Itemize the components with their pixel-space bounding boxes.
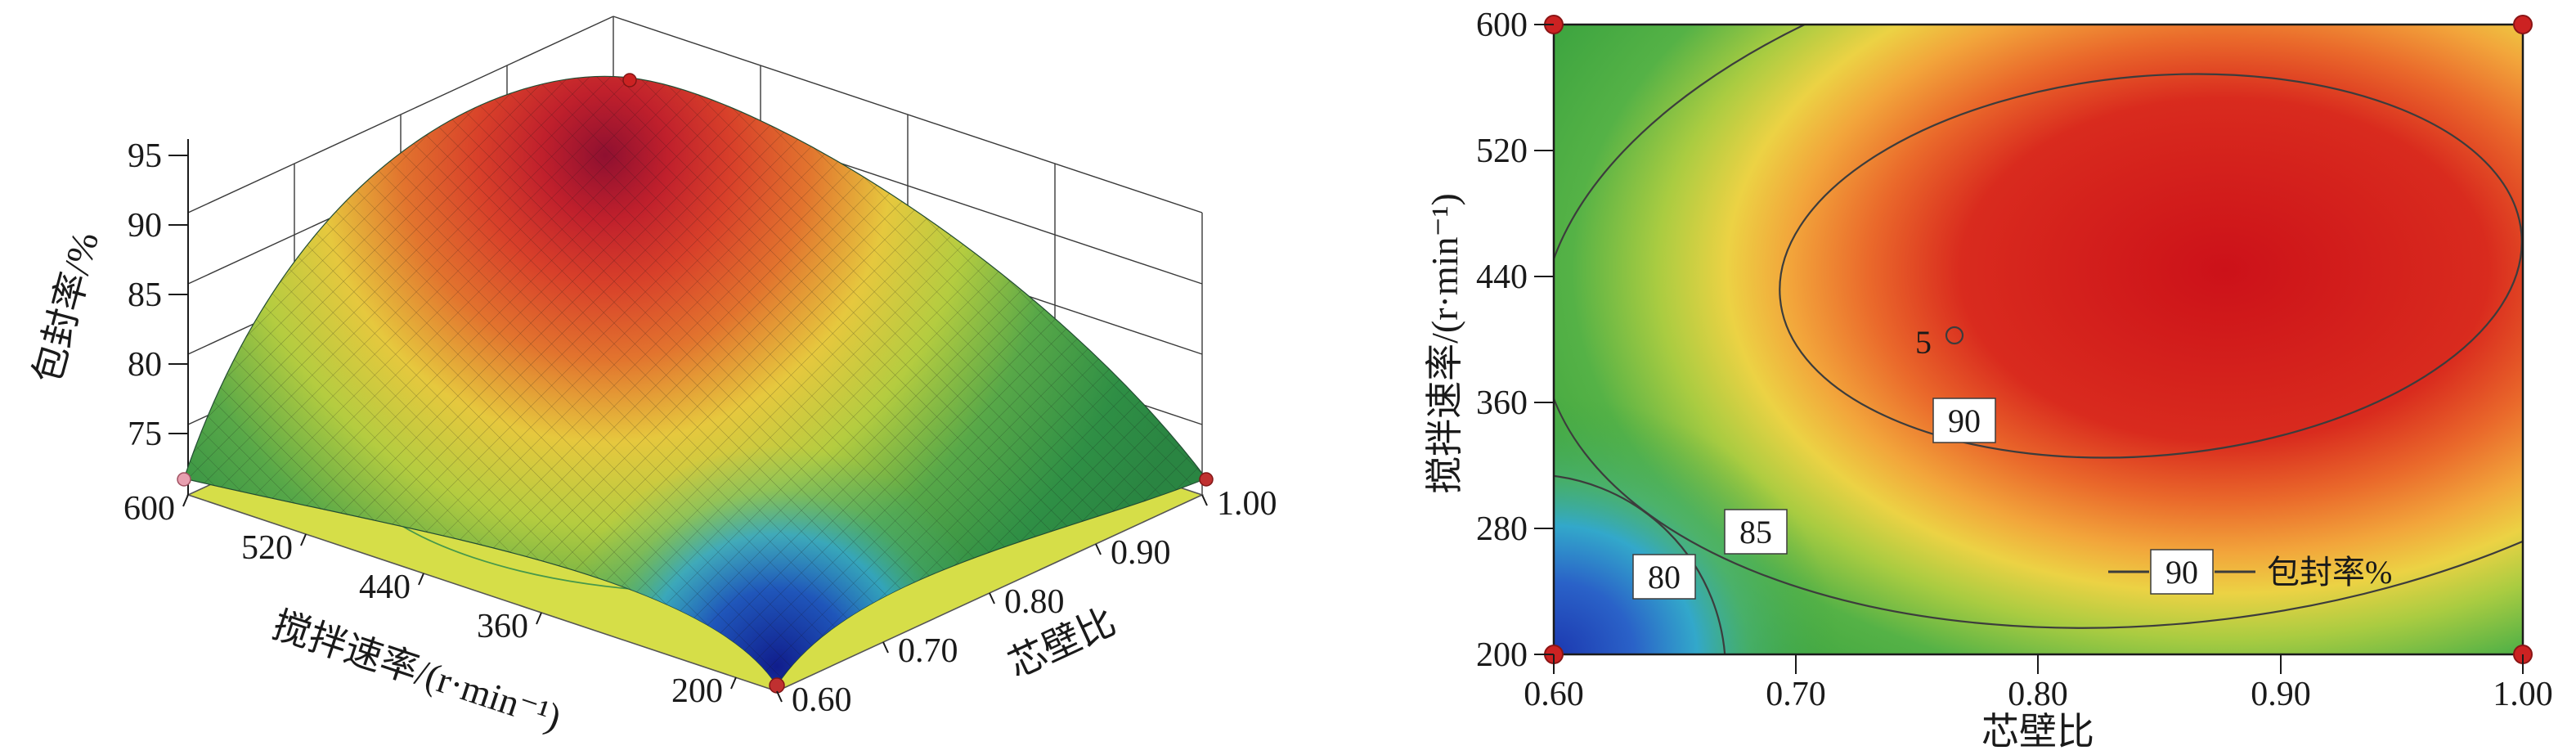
y-tick-label: 440	[359, 568, 411, 606]
contour-x-tick-label: 1.00	[2493, 676, 2553, 713]
contour-x-axis-title: 芯壁比	[1981, 711, 2094, 753]
surface-mesh-overlay	[184, 76, 1206, 685]
contour-y-tick-label: 520	[1476, 133, 1528, 170]
z-tick-label: 90	[128, 207, 162, 245]
contour-label-80: 80	[1648, 559, 1681, 595]
contour-label-box-90	[1932, 398, 1996, 443]
z-tick-label: 85	[128, 276, 162, 314]
contour-y-tick-label: 200	[1476, 636, 1528, 674]
contour-y-tick-label: 360	[1476, 384, 1528, 422]
x-tick-label: 0.70	[898, 632, 958, 670]
design-point-marker-left	[177, 472, 191, 487]
contour-legend: 90 包封率%	[2108, 549, 2392, 595]
design-point-marker-front	[769, 677, 785, 694]
contour-y-tick-label: 600	[1476, 7, 1528, 44]
contour-line-95-marker	[1945, 326, 1964, 345]
contour-x-tick-label: 0.60	[1524, 676, 1584, 713]
legend-label: 包封率%	[2267, 554, 2392, 591]
y-tick-label: 360	[477, 608, 528, 645]
contour-cold-corner	[1554, 25, 2523, 654]
contour-x-tick-label: 0.90	[2251, 676, 2311, 713]
contour-x-ticks	[1553, 654, 2524, 674]
design-point-marker-peak	[622, 73, 637, 88]
contour-x-tick-label: 0.80	[2008, 676, 2068, 713]
y-axis-ticks	[182, 494, 737, 690]
contour-y-tick-label: 440	[1476, 258, 1528, 296]
surface-panel: 95 90 85 80 75 包封率/% 600 520 440 360 200…	[26, 16, 1277, 739]
contour-line-85	[1554, 25, 2523, 629]
x-tick-label: 0.80	[1004, 583, 1065, 621]
corner-marker-top-right	[2513, 15, 2533, 34]
x-tick-label: 0.60	[792, 681, 852, 719]
contour-field	[1554, 25, 2523, 654]
contour-y-axis-title: 搅拌速率/(r·min⁻¹)	[1424, 193, 1465, 494]
contour-y-ticks	[1534, 24, 1554, 655]
legend-level: 90	[2165, 554, 2198, 591]
x-tick-label: 0.90	[1111, 534, 1171, 572]
legend-level-box	[2150, 549, 2214, 595]
y-tick-label: 600	[123, 490, 175, 528]
y-tick-label: 520	[241, 529, 293, 567]
contour-y-tick-label: 280	[1476, 510, 1528, 548]
z-tick-label: 80	[128, 346, 162, 384]
contour-label-85: 85	[1739, 514, 1772, 551]
x-tick-label: 1.00	[1217, 485, 1277, 523]
contour-x-tick-label: 0.70	[1766, 676, 1826, 713]
z-axis	[168, 139, 189, 495]
contour-panel: 80 85 90 5 90 包封率% 600 520 440 360 280 2…	[1424, 7, 2553, 753]
contour-label-box-80	[1632, 554, 1696, 600]
center-annotation-text: 5	[1915, 324, 1932, 361]
z-axis-title: 包封率/%	[26, 227, 106, 388]
design-point-marker-right	[1199, 472, 1214, 487]
contour-label-90: 90	[1948, 402, 1981, 439]
z-tick-label: 95	[128, 137, 162, 175]
contour-line-90	[1779, 73, 2523, 459]
contour-label-box-85	[1724, 509, 1788, 555]
x-axis-ticks	[776, 494, 1208, 703]
y-tick-label: 200	[671, 672, 723, 710]
z-tick-label: 75	[128, 416, 162, 453]
